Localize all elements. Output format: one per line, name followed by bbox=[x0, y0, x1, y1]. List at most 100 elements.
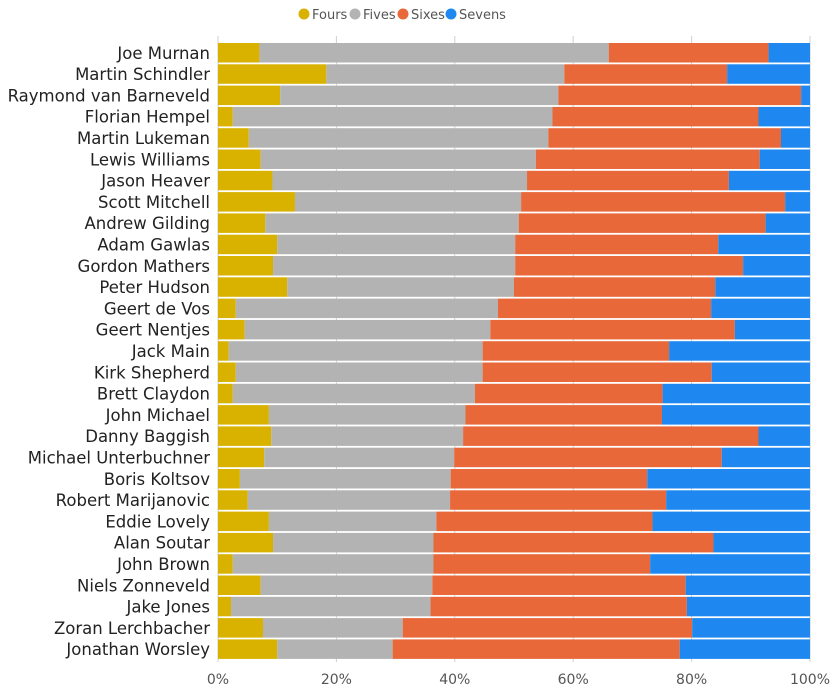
bar-segment-fives-jason-heaver[interactable] bbox=[272, 170, 528, 191]
bar-segment-fives-jonathan-worsley[interactable] bbox=[277, 639, 393, 659]
bar-segment-sixes-geert-de-vos[interactable] bbox=[498, 298, 712, 319]
bar-segment-sixes-jonathan-worsley[interactable] bbox=[392, 639, 680, 659]
bar-segment-sixes-geert-nentjes[interactable] bbox=[490, 319, 735, 340]
bar-segment-sixes-lewis-williams[interactable] bbox=[535, 149, 760, 170]
bar-segment-fours-kirk-shepherd[interactable] bbox=[218, 362, 236, 383]
bar-segment-sevens-john-michael[interactable] bbox=[662, 405, 810, 425]
bar-segment-sevens-alan-soutar[interactable] bbox=[713, 532, 810, 553]
bar-segment-sevens-jack-main[interactable] bbox=[669, 341, 810, 361]
bar-segment-fives-florian-hempel[interactable] bbox=[232, 106, 553, 127]
bar-segment-fives-robert-marijanovic[interactable] bbox=[247, 490, 451, 510]
bar-segment-fives-gordon-mathers[interactable] bbox=[273, 256, 516, 276]
bar-segment-sixes-john-michael[interactable] bbox=[465, 405, 662, 425]
bar-segment-sixes-andrew-gilding[interactable] bbox=[518, 213, 766, 233]
bar-segment-fives-raymond-van-barneveld[interactable] bbox=[280, 85, 559, 106]
bar-segment-sixes-martin-lukeman[interactable] bbox=[548, 128, 781, 148]
bar-segment-sevens-scott-mitchell[interactable] bbox=[785, 192, 810, 212]
bar-segment-fours-geert-nentjes[interactable] bbox=[218, 319, 245, 340]
bar-segment-sevens-zoran-lerchbacher[interactable] bbox=[692, 618, 810, 638]
bar-segment-sevens-michael-unterbuchner[interactable] bbox=[721, 447, 810, 468]
bar-segment-fours-niels-zonneveld[interactable] bbox=[218, 575, 261, 596]
bar-segment-sevens-john-brown[interactable] bbox=[650, 554, 810, 574]
bar-segment-fives-boris-koltsov[interactable] bbox=[239, 469, 451, 489]
bar-segment-fours-gordon-mathers[interactable] bbox=[218, 256, 274, 276]
bar-segment-fours-geert-de-vos[interactable] bbox=[218, 298, 236, 319]
bar-segment-fours-michael-unterbuchner[interactable] bbox=[218, 447, 265, 468]
bar-segment-sixes-brett-claydon[interactable] bbox=[474, 383, 663, 404]
bar-segment-sevens-peter-hudson[interactable] bbox=[715, 277, 810, 297]
bar-segment-sixes-jack-main[interactable] bbox=[482, 341, 670, 361]
bar-segment-fours-john-brown[interactable] bbox=[218, 554, 233, 574]
bar-segment-fives-martin-schindler[interactable] bbox=[326, 64, 565, 84]
bar-segment-fives-scott-mitchell[interactable] bbox=[294, 192, 522, 212]
bar-segment-sixes-jake-jones[interactable] bbox=[430, 596, 687, 617]
bar-segment-sixes-robert-marijanovic[interactable] bbox=[450, 490, 667, 510]
bar-segment-sixes-kirk-shepherd[interactable] bbox=[482, 362, 712, 383]
bar-segment-sevens-martin-lukeman[interactable] bbox=[780, 128, 810, 148]
bar-segment-fours-john-michael[interactable] bbox=[218, 405, 269, 425]
bar-segment-sixes-boris-koltsov[interactable] bbox=[450, 469, 648, 489]
bar-segment-sevens-andrew-gilding[interactable] bbox=[765, 213, 810, 233]
bar-segment-sixes-john-brown[interactable] bbox=[433, 554, 651, 574]
bar-segment-fours-florian-hempel[interactable] bbox=[218, 106, 233, 127]
bar-segment-fives-niels-zonneveld[interactable] bbox=[260, 575, 433, 596]
bar-segment-sevens-florian-hempel[interactable] bbox=[758, 106, 810, 127]
bar-segment-sevens-lewis-williams[interactable] bbox=[759, 149, 810, 170]
bar-segment-sixes-joe-murnan[interactable] bbox=[608, 43, 769, 63]
bar-segment-sixes-eddie-lovely[interactable] bbox=[436, 511, 653, 532]
bar-segment-sevens-geert-de-vos[interactable] bbox=[711, 298, 810, 319]
bar-segment-fives-alan-soutar[interactable] bbox=[273, 532, 434, 553]
bar-segment-fives-john-brown[interactable] bbox=[232, 554, 434, 574]
bar-segment-fives-geert-de-vos[interactable] bbox=[235, 298, 499, 319]
bar-segment-fours-scott-mitchell[interactable] bbox=[218, 192, 295, 212]
bar-segment-fives-geert-nentjes[interactable] bbox=[244, 319, 491, 340]
bar-segment-fives-zoran-lerchbacher[interactable] bbox=[262, 618, 403, 638]
bar-segment-fours-alan-soutar[interactable] bbox=[218, 532, 274, 553]
bar-segment-fours-zoran-lerchbacher[interactable] bbox=[218, 618, 263, 638]
bar-segment-fours-jonathan-worsley[interactable] bbox=[218, 639, 278, 659]
bar-segment-sevens-boris-koltsov[interactable] bbox=[647, 469, 810, 489]
bar-segment-fours-brett-claydon[interactable] bbox=[218, 383, 233, 404]
bar-segment-sevens-martin-schindler[interactable] bbox=[727, 64, 810, 84]
bar-segment-fives-eddie-lovely[interactable] bbox=[268, 511, 437, 532]
bar-segment-fives-martin-lukeman[interactable] bbox=[248, 128, 549, 148]
bar-segment-sixes-jason-heaver[interactable] bbox=[527, 170, 729, 191]
bar-segment-fours-andrew-gilding[interactable] bbox=[218, 213, 266, 233]
bar-segment-sevens-jason-heaver[interactable] bbox=[728, 170, 810, 191]
bar-segment-sevens-robert-marijanovic[interactable] bbox=[666, 490, 810, 510]
bar-segment-sixes-raymond-van-barneveld[interactable] bbox=[558, 85, 802, 106]
bar-segment-sixes-scott-mitchell[interactable] bbox=[521, 192, 786, 212]
legend-item-sixes[interactable]: Sixes bbox=[397, 8, 446, 23]
bar-segment-fours-adam-gawlas[interactable] bbox=[218, 234, 278, 255]
legend-item-fours[interactable]: Fours bbox=[298, 8, 348, 23]
bar-segment-fours-jason-heaver[interactable] bbox=[218, 170, 273, 191]
bar-segment-fours-eddie-lovely[interactable] bbox=[218, 511, 269, 532]
bar-segment-fours-robert-marijanovic[interactable] bbox=[218, 490, 248, 510]
bar-segment-sixes-niels-zonneveld[interactable] bbox=[432, 575, 686, 596]
bar-segment-fives-john-michael[interactable] bbox=[268, 405, 466, 425]
bar-segment-sixes-peter-hudson[interactable] bbox=[514, 277, 716, 297]
bar-segment-sevens-gordon-mathers[interactable] bbox=[743, 256, 810, 276]
bar-segment-fives-kirk-shepherd[interactable] bbox=[235, 362, 483, 383]
bar-segment-fives-danny-baggish[interactable] bbox=[271, 426, 464, 446]
bar-segment-sevens-geert-nentjes[interactable] bbox=[734, 319, 810, 340]
bar-segment-sixes-florian-hempel[interactable] bbox=[552, 106, 759, 127]
bar-segment-sevens-joe-murnan[interactable] bbox=[768, 43, 810, 63]
bar-segment-sevens-jake-jones[interactable] bbox=[686, 596, 810, 617]
bar-segment-fours-danny-baggish[interactable] bbox=[218, 426, 272, 446]
bar-segment-sixes-alan-soutar[interactable] bbox=[433, 532, 714, 553]
bar-segment-sixes-danny-baggish[interactable] bbox=[463, 426, 759, 446]
bar-segment-sixes-martin-schindler[interactable] bbox=[564, 64, 728, 84]
bar-segment-fours-jack-main[interactable] bbox=[218, 341, 229, 361]
legend-item-fives[interactable]: Fives bbox=[349, 8, 396, 23]
bar-segment-fives-peter-hudson[interactable] bbox=[287, 277, 514, 297]
bar-segment-fours-raymond-van-barneveld[interactable] bbox=[218, 85, 281, 106]
bar-segment-fives-lewis-williams[interactable] bbox=[260, 149, 536, 170]
bar-segment-fives-jack-main[interactable] bbox=[228, 341, 483, 361]
bar-segment-sevens-niels-zonneveld[interactable] bbox=[685, 575, 810, 596]
bar-segment-sevens-jonathan-worsley[interactable] bbox=[679, 639, 810, 659]
bar-segment-fives-michael-unterbuchner[interactable] bbox=[264, 447, 455, 468]
bar-segment-sevens-danny-baggish[interactable] bbox=[758, 426, 810, 446]
bar-segment-fives-andrew-gilding[interactable] bbox=[265, 213, 519, 233]
bar-segment-fours-jake-jones[interactable] bbox=[218, 596, 232, 617]
